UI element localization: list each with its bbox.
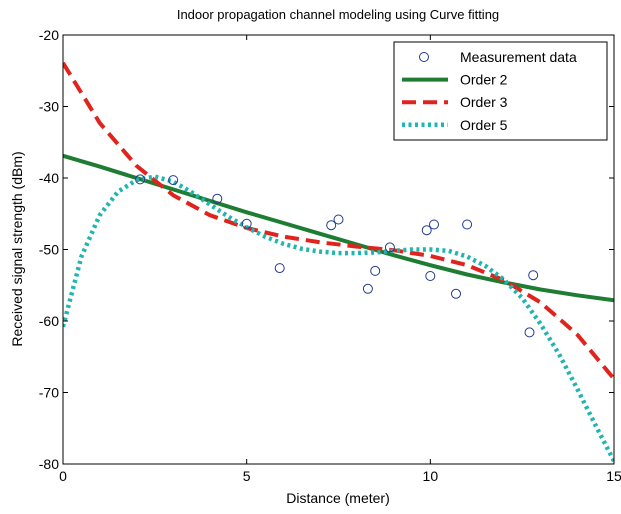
series-line-order-3 (63, 61, 614, 381)
measurement-point (370, 265, 381, 276)
chart-title: Indoor propagation channel modeling usin… (177, 7, 499, 22)
measurement-point (274, 263, 285, 274)
x-axis-label: Distance (meter) (286, 490, 389, 506)
measurement-point (528, 270, 539, 281)
series-line-order-2 (63, 153, 614, 303)
legend-label-measurement-data: Measurement data (460, 49, 577, 65)
y-tick-label: -40 (39, 170, 59, 186)
legend-items: Measurement data Order 2 Order 3 Order 5 (402, 49, 577, 133)
measurement-point (362, 283, 373, 294)
y-tick-label: -70 (39, 385, 59, 401)
measurement-point (168, 175, 179, 186)
y-tick-label: -20 (39, 27, 59, 43)
measurement-point (451, 288, 461, 299)
y-tick-label: -50 (39, 242, 59, 258)
measurement-point (212, 193, 223, 204)
x-tick-label: 15 (606, 468, 621, 484)
measurement-point (135, 174, 146, 185)
x-tick-label: 5 (243, 468, 251, 484)
y-axis-label: Received signal strength (dBm) (9, 151, 25, 346)
measurement-point (425, 271, 436, 281)
y-tick-label: -60 (39, 313, 59, 329)
legend: Measurement data Order 2 Order 3 Order 5 (393, 41, 608, 141)
measurement-point (421, 225, 432, 236)
legend-label-order-3: Order 3 (460, 94, 508, 110)
measurement-point (333, 214, 344, 225)
measurement-point (429, 219, 439, 230)
x-tick-label: 10 (423, 468, 439, 484)
measurement-point (241, 218, 252, 229)
legend-label-order-2: Order 2 (460, 72, 508, 88)
measurement-point (462, 219, 473, 230)
measurement-point (524, 327, 535, 338)
y-tick-label: -30 (39, 99, 59, 115)
legend-label-order-5: Order 5 (460, 117, 508, 133)
measurement-point (384, 242, 395, 253)
measurement-point (326, 220, 337, 231)
y-tick-label: -80 (39, 456, 59, 472)
series-layer (63, 61, 614, 463)
tick-layer: 0 5 10 15 -20 -30 -40 -50 -60 -70 -80 (39, 27, 621, 484)
legend-marker-measurement-data (419, 52, 429, 62)
x-tick-label: 0 (59, 468, 67, 484)
